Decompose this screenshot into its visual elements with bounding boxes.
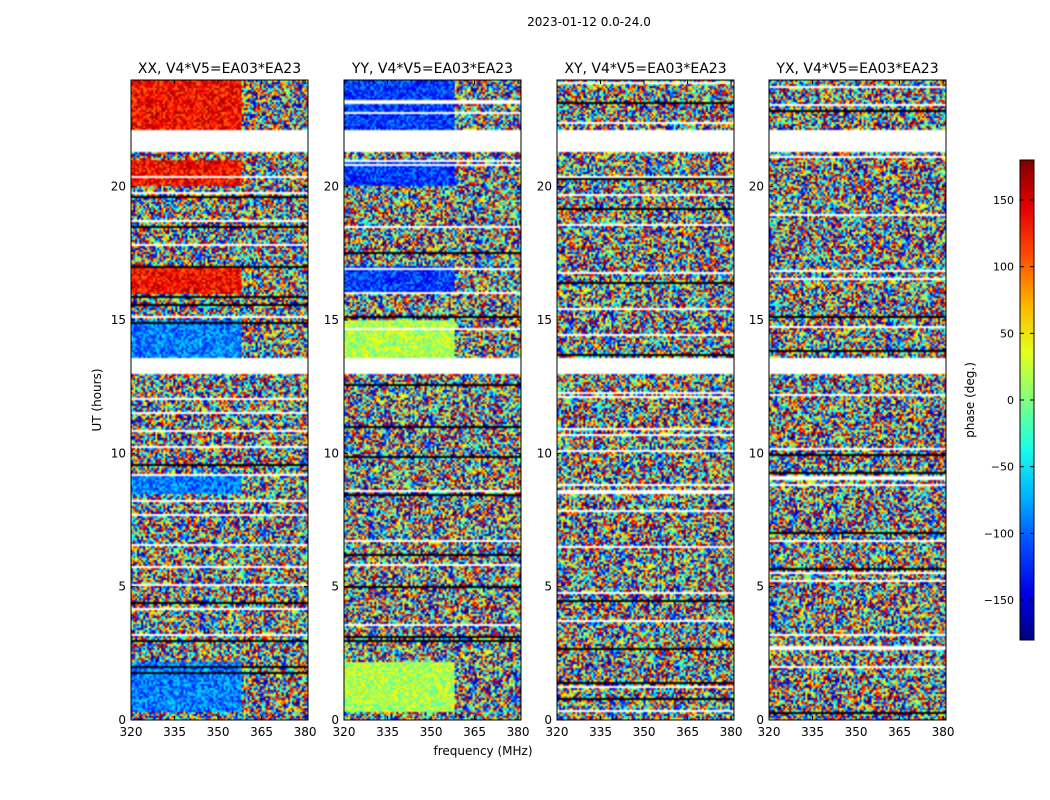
y-tick-label: 0 [544,713,552,727]
panel-title: XX, V4*V5=EA03*EA23 [138,61,301,77]
y-tick-label: 15 [749,313,764,327]
y-tick-label: 10 [324,446,339,460]
panel-yx: YX, V4*V5=EA03*EA23 320 335 350 365 380 0 5 10 15… [749,61,955,739]
y-tick-label: 5 [118,580,126,594]
x-tick-label: 365 [888,725,911,739]
x-tick-label: 350 [207,725,230,739]
colorbar-tick-label: 0 [1007,394,1014,407]
x-tick-label: 350 [633,725,656,739]
x-axis-label: frequency (MHz) [433,744,532,758]
y-tick-label: 5 [756,580,764,594]
y-tick-label: 15 [111,313,126,327]
y-tick-label: 20 [537,180,552,194]
y-tick-label: 0 [118,713,126,727]
colorbar-label: phase (deg.) [963,362,977,438]
y-tick-label: 5 [331,580,339,594]
panel-frame [343,79,522,721]
y-tick-label: 20 [111,180,126,194]
colorbar-tick-label: 100 [993,261,1014,274]
figure-suptitle: 2023-01-12 0.0-24.0 [527,15,651,29]
y-tick-label: 0 [756,713,764,727]
x-tick-label: 365 [250,725,273,739]
y-tick-label: 20 [749,180,764,194]
colorbar: −150 −100 −50 0 50 100 150 [984,159,1035,641]
x-tick-label: 380 [294,725,317,739]
y-tick-label: 15 [324,313,339,327]
panel-yy: YY, V4*V5=EA03*EA23 320 335 350 365 380 0 5 10 15… [324,61,530,739]
panel-xy: XY, V4*V5=EA03*EA23 320 335 350 365 380 0 5 10 15… [537,61,743,739]
panel-title: YY, V4*V5=EA03*EA23 [351,61,513,77]
x-tick-label: 350 [420,725,443,739]
y-tick-label: 10 [537,446,552,460]
x-tick-label: 350 [845,725,868,739]
y-tick-label: 10 [111,446,126,460]
y-tick-label: 5 [544,580,552,594]
x-tick-label: 320 [758,725,781,739]
panel-frame [556,79,735,721]
x-tick-label: 335 [589,725,612,739]
x-tick-label: 380 [932,725,955,739]
x-tick-label: 320 [333,725,356,739]
panel-frame [768,79,947,721]
x-tick-label: 335 [163,725,186,739]
y-tick-label: 20 [324,180,339,194]
x-tick-label: 365 [463,725,486,739]
colorbar-tick-label: −50 [991,461,1014,474]
x-tick-label: 320 [546,725,569,739]
colorbar-tick-label: 150 [993,194,1014,207]
heatmap-image [557,80,734,720]
x-tick-label: 365 [676,725,699,739]
colorbar-tick-label: 50 [1000,327,1014,340]
panel-xx: XX, V4*V5=EA03*EA23 320 335 350 365 380 0 5 10 15… [111,61,317,739]
y-tick-label: 15 [537,313,552,327]
panel-title: YX, V4*V5=EA03*EA23 [775,61,938,77]
colorbar-tick-label: −100 [984,527,1014,540]
heatmap-image [131,80,308,720]
x-tick-label: 335 [801,725,824,739]
y-tick-label: 10 [749,446,764,460]
panels-group: XX, V4*V5=EA03*EA23 320 335 350 365 380 0 5 10 15… [111,61,955,739]
colorbar-tick-label: −150 [984,594,1014,607]
y-axis-label: UT (hours) [90,368,104,431]
x-tick-label: 380 [720,725,743,739]
panel-frame [130,79,309,721]
heatmap-image [344,80,521,720]
heatmap-image [769,80,946,720]
y-tick-label: 0 [331,713,339,727]
x-tick-label: 320 [120,725,143,739]
x-tick-label: 380 [507,725,530,739]
x-tick-label: 335 [376,725,399,739]
panel-title: XY, V4*V5=EA03*EA23 [564,61,726,77]
